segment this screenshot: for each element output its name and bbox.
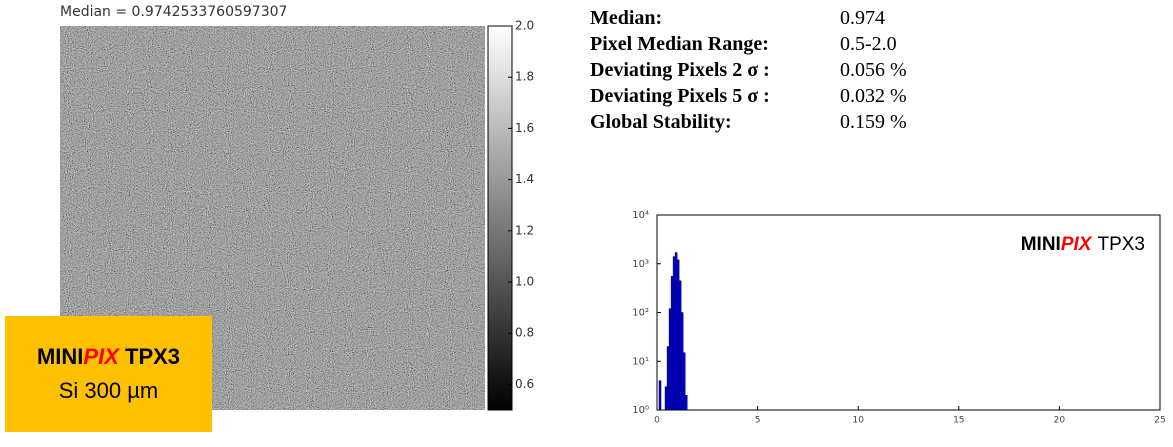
badge-text: TPX3 <box>125 344 181 369</box>
badge-line: MINIPIX TPX3 <box>5 340 212 374</box>
stat-value: 0.5-2.0 <box>840 33 897 55</box>
histogram-bar <box>668 308 672 411</box>
stats-row: Pixel Median Range: 0.5-2.0 <box>590 33 907 59</box>
histogram-bar <box>680 312 684 411</box>
annotation-part: TPX3 <box>1097 234 1145 255</box>
histogram-bar <box>664 386 668 411</box>
x-tick-label: 5 <box>755 416 761 426</box>
badge-text: Si 300 µm <box>58 378 159 403</box>
stats-row: Median: 0.974 <box>590 7 907 33</box>
y-tick-label: 10² <box>632 308 649 319</box>
histogram-bar <box>682 352 686 411</box>
stats-row: Deviating Pixels 2 σ : 0.056 % <box>590 59 907 85</box>
colorbar-tick-label: 0.6 <box>515 377 534 391</box>
x-tick-label: 15 <box>953 416 964 426</box>
y-tick-label: 10⁴ <box>632 210 649 221</box>
badge-text: MINI <box>36 344 84 369</box>
stat-label: Deviating Pixels 5 σ : <box>590 85 770 107</box>
colorbar-tick-label: 1.6 <box>515 121 534 135</box>
stats-table: Median: 0.974 Pixel Median Range: 0.5-2.0 De… <box>590 7 907 137</box>
colorbar-tick-label: 1.0 <box>515 275 534 289</box>
y-tick-label: 10⁰ <box>632 405 649 416</box>
histogram-bar <box>658 380 662 411</box>
x-tick-label: 10 <box>852 416 864 426</box>
colorbar-tick-label: 1.8 <box>515 70 534 84</box>
stat-label: Pixel Median Range: <box>590 33 769 55</box>
stats-row: Deviating Pixels 5 σ : 0.032 % <box>590 85 907 111</box>
badge: MINIPIX TPX3 Si 300 µm <box>5 316 212 432</box>
histogram-bar <box>678 280 682 411</box>
histogram-bar <box>684 395 688 411</box>
annotation-part: MINI <box>1021 234 1061 255</box>
y-tick-label: 10³ <box>632 259 649 270</box>
colorbar-tick-label: 1.2 <box>515 223 534 237</box>
annotation: MINIPIX TPX3 <box>1021 234 1145 255</box>
badge-text: PIX <box>83 344 119 369</box>
x-tick-label: 25 <box>1154 416 1165 426</box>
histogram-bar <box>674 252 678 411</box>
colorbar-tick-label: 0.8 <box>515 326 534 340</box>
colorbar-tick-label: 2.0 <box>515 19 534 33</box>
histogram-bar <box>670 276 674 411</box>
stat-value: 0.159 % <box>840 111 907 133</box>
stat-value: 0.056 % <box>840 59 907 81</box>
annotation-part: PIX <box>1061 234 1093 255</box>
x-tick-label: 0 <box>654 416 660 426</box>
image-title: Median = 0.9742533760597307 <box>60 4 287 20</box>
colorbar-tick-label: 1.4 <box>515 172 534 186</box>
stat-label: Deviating Pixels 2 σ : <box>590 59 770 81</box>
histogram-bar <box>672 256 676 411</box>
histogram-bar <box>666 346 670 411</box>
histogram-bar <box>676 259 680 411</box>
stat-label: Median: <box>590 7 663 29</box>
stat-value: 0.974 <box>840 7 885 29</box>
stats-row: Global Stability: 0.159 % <box>590 111 907 137</box>
y-tick-label: 10¹ <box>632 356 649 367</box>
x-tick-label: 20 <box>1054 416 1066 426</box>
colorbar <box>487 25 513 411</box>
stat-value: 0.032 % <box>840 85 907 107</box>
stat-label: Global Stability: <box>590 111 732 133</box>
